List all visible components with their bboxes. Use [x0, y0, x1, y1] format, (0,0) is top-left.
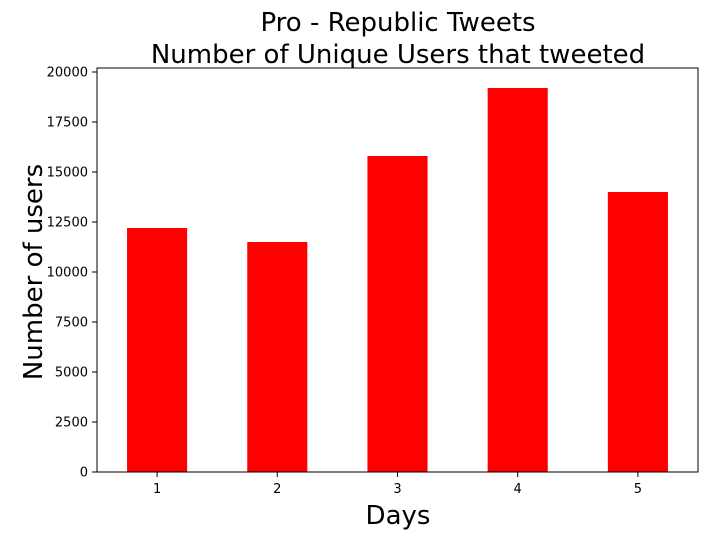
bar-day-2 [247, 242, 308, 472]
y-axis-ticks: 0 2500 5000 7500 10000 12500 15000 17500 20000 [47, 66, 97, 481]
bar-day-5 [607, 192, 668, 472]
x-tick-label: 3 [393, 482, 401, 497]
x-tick-label: 2 [273, 482, 281, 497]
x-tick-label: 4 [514, 482, 522, 497]
y-axis-label: Number of users [19, 164, 49, 380]
x-axis-label: Days [366, 501, 431, 531]
x-axis-ticks: 1 2 3 4 5 [153, 472, 642, 497]
x-tick-label: 1 [153, 482, 161, 497]
y-tick-label: 2500 [55, 416, 88, 431]
y-tick-label: 12500 [47, 216, 88, 231]
y-tick-label: 7500 [55, 316, 88, 331]
chart-subtitle: Number of Unique Users that tweeted [151, 40, 645, 70]
y-tick-label: 20000 [47, 66, 88, 81]
y-tick-label: 0 [80, 466, 88, 481]
bars-group [127, 88, 668, 472]
chart-title: Pro - Republic Tweets [260, 8, 535, 38]
bar-day-3 [367, 156, 428, 472]
bar-day-4 [487, 88, 548, 472]
y-tick-label: 17500 [47, 116, 88, 131]
y-tick-label: 10000 [47, 266, 88, 281]
bar-day-1 [127, 228, 188, 472]
x-tick-label: 5 [634, 482, 642, 497]
plot-frame [96, 67, 699, 473]
y-tick-label: 15000 [47, 166, 88, 181]
y-tick-label: 5000 [55, 366, 88, 381]
